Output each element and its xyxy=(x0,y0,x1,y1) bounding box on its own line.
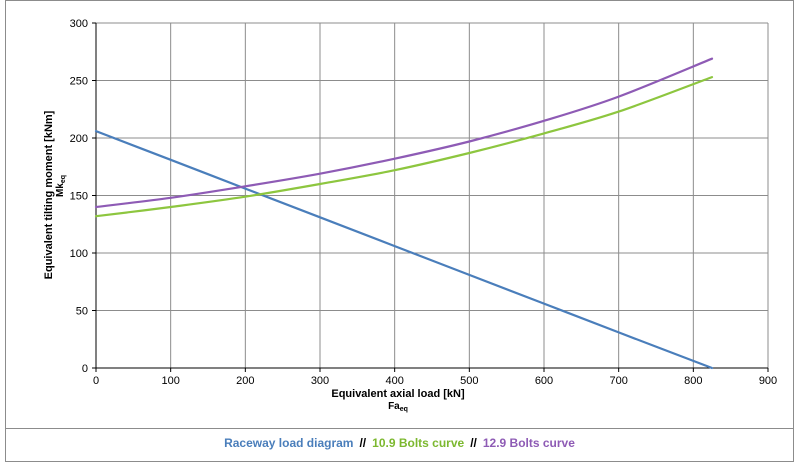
legend-item-10-9-bolts: 10.9 Bolts curve xyxy=(372,436,465,450)
y-axis-symbol: Mkeq xyxy=(55,175,67,197)
legend-item-12-9-bolts: 12.9 Bolts curve xyxy=(482,436,575,450)
y-tick-labels: 0 50 100 150 200 250 300 xyxy=(70,18,96,375)
series-line-12-9-bolts xyxy=(94,57,714,209)
grid xyxy=(95,22,769,369)
legend-separator: // xyxy=(470,436,477,450)
y-tick-label: 200 xyxy=(70,133,88,145)
x-axis-title: Equivalent axial load [kN] xyxy=(331,388,465,400)
x-axis-symbol: Faeq xyxy=(388,401,408,413)
x-tick-labels: 0 100 200 300 400 500 600 700 800 900 xyxy=(93,368,777,387)
x-tick-label: 600 xyxy=(535,375,553,387)
x-tick-label: 0 xyxy=(93,375,99,387)
y-tick-label: 250 xyxy=(70,76,88,88)
x-tick-label: 900 xyxy=(759,375,777,387)
x-tick-label: 100 xyxy=(161,375,179,387)
series-lines xyxy=(94,57,714,370)
x-tick-label: 300 xyxy=(311,375,329,387)
y-axis-title: Equivalent tilting moment [kNm] xyxy=(43,110,55,279)
series-line-raceway xyxy=(94,130,714,370)
y-tick-label: 300 xyxy=(70,18,88,30)
legend-item-raceway: Raceway load diagram xyxy=(224,436,354,450)
legend-separator: // xyxy=(359,436,367,450)
y-tick-label: 0 xyxy=(82,363,88,375)
y-tick-label: 150 xyxy=(70,191,88,203)
series-line-10-9-bolts xyxy=(94,76,714,218)
chart-frame xyxy=(5,0,794,462)
x-tick-label: 500 xyxy=(460,375,478,387)
y-tick-label: 50 xyxy=(76,306,88,318)
legend-divider xyxy=(5,428,794,429)
x-tick-label: 800 xyxy=(684,375,702,387)
legend: Raceway load diagram // 10.9 Bolts curve //… xyxy=(5,436,794,450)
y-tick-label: 100 xyxy=(70,248,88,260)
x-tick-label: 200 xyxy=(236,375,254,387)
x-tick-label: 700 xyxy=(609,375,627,387)
x-tick-label: 400 xyxy=(385,375,403,387)
